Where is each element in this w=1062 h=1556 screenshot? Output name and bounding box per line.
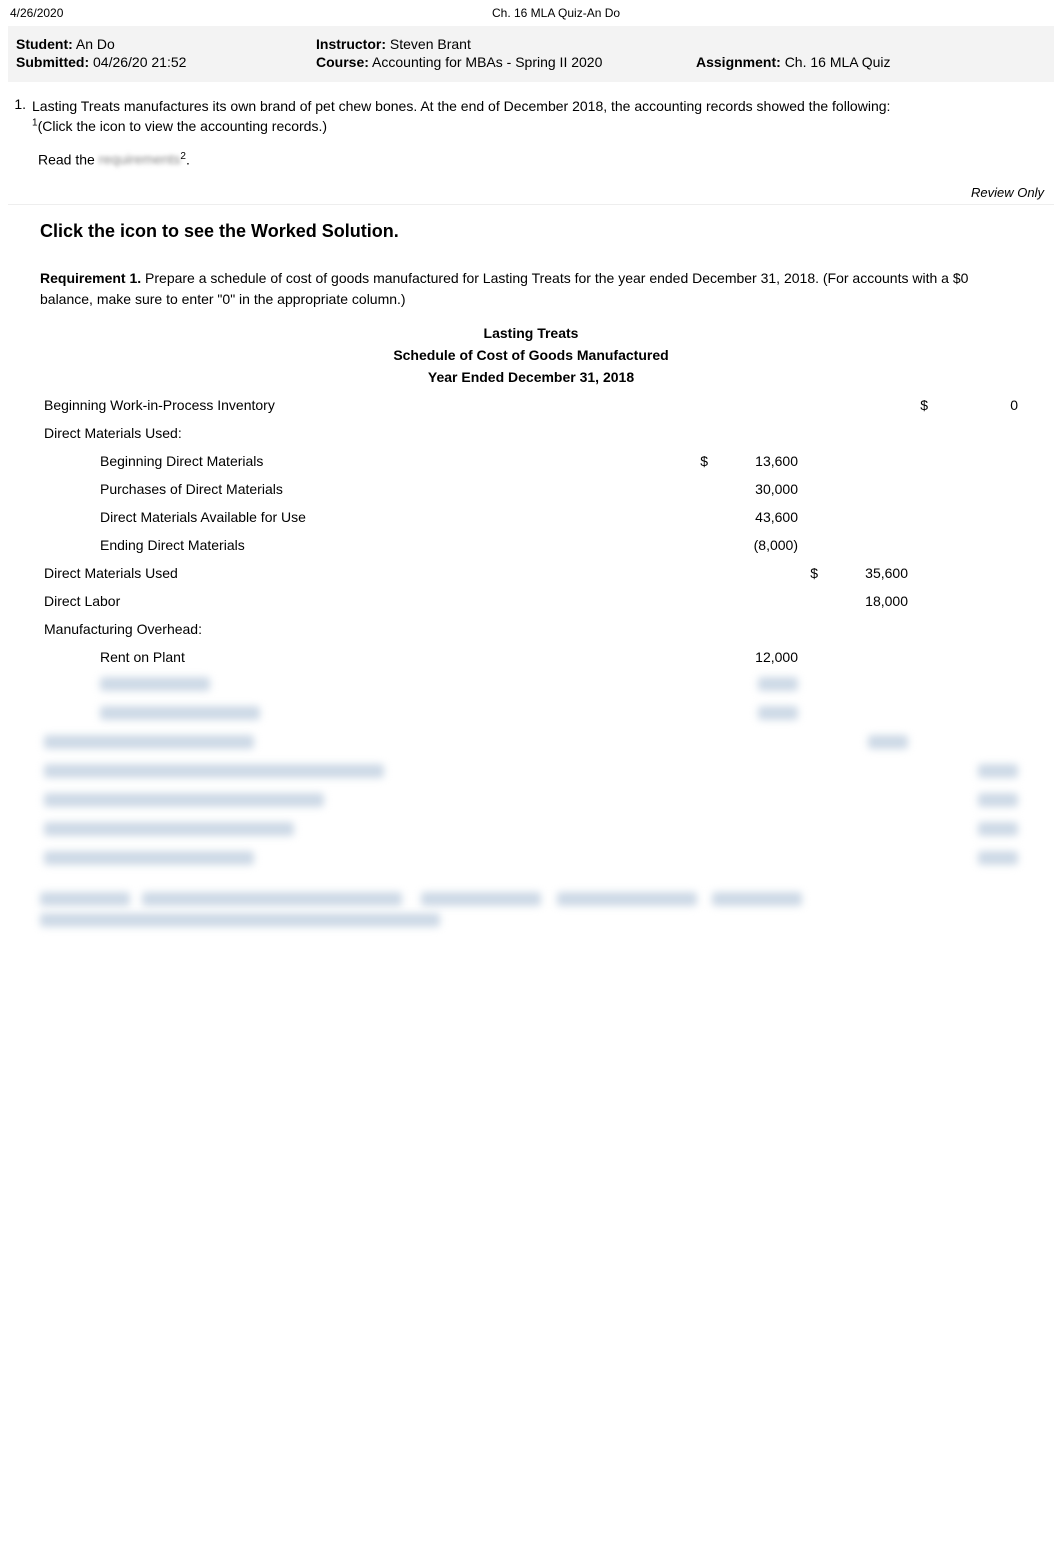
label-beg-dm: Beginning Direct Materials [40, 447, 692, 475]
cur-dmu-total: $ [802, 559, 822, 587]
row-beg-wip: Beginning Work-in-Process Inventory $ 0 [40, 391, 1022, 419]
label-dmu-header: Direct Materials Used: [40, 419, 692, 447]
row-blurred-4 [40, 758, 1022, 787]
val-beg-dm: 13,600 [712, 447, 802, 475]
row-blurred-7 [40, 845, 1022, 874]
schedule-table: Beginning Work-in-Process Inventory $ 0 … [40, 391, 1022, 874]
val-dl: 18,000 [822, 587, 912, 615]
instructor-name: Steven Brant [390, 36, 471, 52]
val-purch: 30,000 [712, 475, 802, 503]
requirement-1-label: Requirement 1. [40, 270, 141, 286]
print-date: 4/26/2020 [10, 6, 63, 20]
schedule-period: Year Ended December 31, 2018 [40, 369, 1022, 385]
assignment-info-box: Student: An Do Submitted: 04/26/20 21:52… [8, 26, 1054, 82]
label-dl: Direct Labor [40, 587, 692, 615]
footnote-1-text: (Click the icon to view the accounting r… [38, 118, 327, 134]
val-end-dm: (8,000) [712, 531, 802, 559]
course-name: Accounting for MBAs - Spring II 2020 [372, 54, 602, 70]
val-rent: 12,000 [712, 643, 802, 671]
row-purch: Purchases of Direct Materials 30,000 [40, 475, 1022, 503]
label-purch: Purchases of Direct Materials [40, 475, 692, 503]
info-col-student: Student: An Do Submitted: 04/26/20 21:52 [16, 36, 316, 72]
label-moh-header: Manufacturing Overhead: [40, 615, 692, 643]
requirement-1-text: Prepare a schedule of cost of goods manu… [40, 270, 968, 306]
val-dmu-total: 35,600 [822, 559, 912, 587]
print-doc-title: Ch. 16 MLA Quiz-An Do [492, 6, 620, 20]
divider [8, 204, 1054, 205]
submitted-value: 04/26/20 21:52 [93, 54, 186, 70]
assignment-name: Ch. 16 MLA Quiz [785, 54, 891, 70]
worked-solution-title[interactable]: Click the icon to see the Worked Solutio… [40, 221, 1062, 242]
question-number: 1. [8, 96, 32, 112]
row-blurred-2 [40, 700, 1022, 729]
label-avail: Direct Materials Available for Use [40, 503, 692, 531]
assignment-label: Assignment: [696, 54, 781, 70]
requirements-link[interactable]: requirements [99, 151, 181, 167]
submitted-label: Submitted: [16, 54, 89, 70]
cur-beg-dm: $ [692, 447, 712, 475]
review-only-label: Review Only [0, 185, 1044, 200]
row-blurred-1 [40, 671, 1022, 700]
label-dmu-total: Direct Materials Used [40, 559, 692, 587]
read-req-prefix: Read the [38, 151, 99, 167]
row-end-dm: Ending Direct Materials (8,000) [40, 531, 1022, 559]
schedule-company: Lasting Treats [40, 325, 1022, 341]
question-text: Lasting Treats manufactures its own bran… [32, 96, 1054, 137]
instructor-label: Instructor: [316, 36, 386, 52]
row-blurred-5 [40, 787, 1022, 816]
read-requirements-line: Read the requirements2. [38, 151, 1054, 168]
info-col-course: Instructor: Steven Brant Course: Account… [316, 36, 696, 72]
info-col-assignment: Assignment: Ch. 16 MLA Quiz [696, 36, 1046, 72]
val-beg-wip: 0 [932, 391, 1022, 419]
student-name: An Do [76, 36, 115, 52]
read-req-period: . [186, 151, 190, 167]
row-avail: Direct Materials Available for Use 43,60… [40, 503, 1022, 531]
print-header: 4/26/2020 Ch. 16 MLA Quiz-An Do [0, 0, 1062, 22]
cogm-schedule: Lasting Treats Schedule of Cost of Goods… [40, 325, 1022, 874]
print-header-spacer [1049, 6, 1052, 20]
row-blurred-3 [40, 729, 1022, 758]
question-text-main: Lasting Treats manufactures its own bran… [32, 98, 890, 114]
row-dmu-header: Direct Materials Used: [40, 419, 1022, 447]
label-rent: Rent on Plant [40, 643, 692, 671]
val-avail: 43,600 [712, 503, 802, 531]
student-label: Student: [16, 36, 73, 52]
row-dl: Direct Labor 18,000 [40, 587, 1022, 615]
row-blurred-6 [40, 816, 1022, 845]
cur-beg-wip: $ [912, 391, 932, 419]
question-block: 1. Lasting Treats manufactures its own b… [8, 92, 1054, 171]
label-end-dm: Ending Direct Materials [40, 531, 692, 559]
row-rent: Rent on Plant 12,000 [40, 643, 1022, 671]
footer-blurred-text [40, 892, 1022, 930]
label-beg-wip: Beginning Work-in-Process Inventory [40, 391, 692, 419]
row-beg-dm: Beginning Direct Materials $ 13,600 [40, 447, 1022, 475]
row-moh-header: Manufacturing Overhead: [40, 615, 1022, 643]
schedule-title: Schedule of Cost of Goods Manufactured [40, 347, 1022, 363]
course-label: Course: [316, 54, 369, 70]
requirement-description: Requirement 1. Prepare a schedule of cos… [40, 268, 1022, 309]
row-dmu-total: Direct Materials Used $ 35,600 [40, 559, 1022, 587]
